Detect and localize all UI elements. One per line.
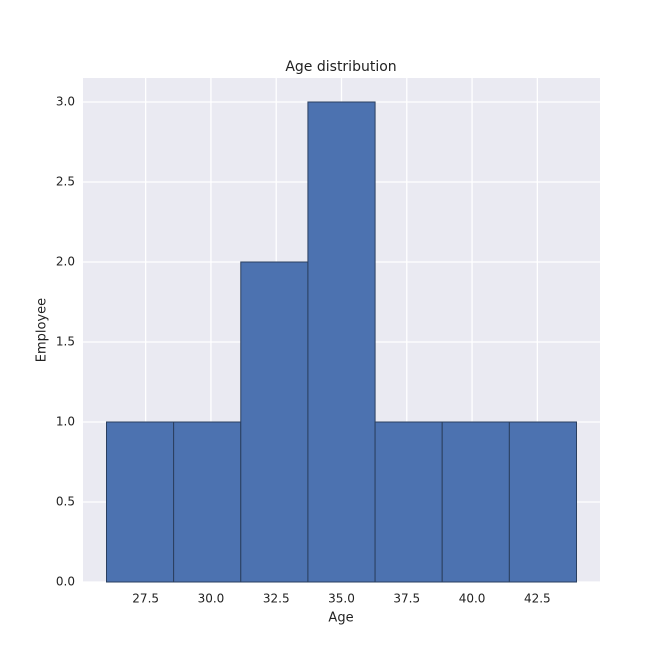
- bar: [106, 421, 175, 583]
- x-tick-label: 37.5: [393, 592, 420, 606]
- y-tick-label: 2.0: [56, 255, 75, 269]
- x-axis-label: Age: [328, 611, 353, 626]
- y-tick-label: 1.5: [56, 335, 75, 349]
- x-tick-label: 30.0: [198, 592, 225, 606]
- y-tick-label: 3.0: [56, 95, 75, 109]
- x-tick-label: 42.5: [524, 592, 551, 606]
- chart-title: Age distribution: [285, 59, 396, 75]
- y-axis-label: Employee: [35, 298, 50, 362]
- bar: [508, 421, 578, 583]
- bar: [173, 421, 242, 583]
- y-tick-label: 1.0: [56, 415, 75, 429]
- bar: [240, 261, 309, 583]
- bar: [307, 101, 376, 583]
- x-tick-label: 40.0: [459, 592, 486, 606]
- y-tick-label: 0.5: [56, 495, 75, 509]
- x-tick-label: 32.5: [263, 592, 290, 606]
- y-tick-label: 0.0: [56, 575, 75, 589]
- bar: [374, 421, 443, 583]
- y-tick-label: 2.5: [56, 175, 75, 189]
- x-tick-label: 27.5: [132, 592, 159, 606]
- x-tick-label: 35.0: [328, 592, 355, 606]
- bar: [441, 421, 510, 583]
